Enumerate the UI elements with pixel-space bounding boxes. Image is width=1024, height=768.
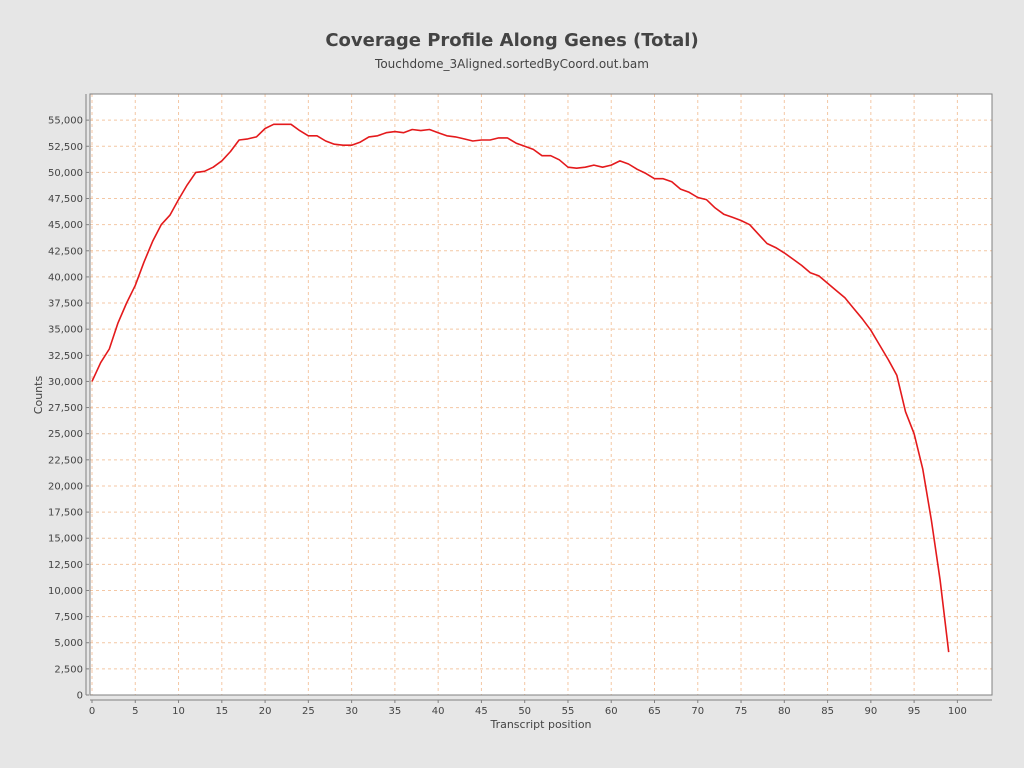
chart-title: Coverage Profile Along Genes (Total) [325,30,699,51]
x-tick-label: 40 [432,706,445,717]
x-tick-label: 60 [605,706,618,717]
grid-lines [90,94,992,695]
x-tick-label: 50 [518,706,531,717]
series-line [91,123,950,653]
x-tick-label: 100 [948,706,967,717]
y-tick-label: 17,500 [48,508,83,519]
x-tick-label: 10 [172,706,185,717]
x-axis-label: Transcript position [489,718,591,731]
plot-area [90,94,992,695]
x-tick-label: 90 [864,706,877,717]
y-tick-label: 27,500 [48,403,83,414]
y-tick-label: 37,500 [48,299,83,310]
x-tick-label: 75 [735,706,748,717]
plot-border [89,93,993,696]
y-axis-label: Counts [32,376,45,415]
x-tick-label: 30 [345,706,358,717]
y-tick-label: 42,500 [48,246,83,257]
y-tick-label: 35,000 [48,325,83,336]
y-tick-label: 12,500 [48,560,83,571]
x-tick-label: 70 [691,706,704,717]
y-tick-label: 10,000 [48,586,83,597]
x-tick-label: 35 [389,706,402,717]
y-tick-label: 45,000 [48,220,83,231]
x-tick-label: 55 [562,706,575,717]
y-tick-label: 7,500 [54,612,83,623]
data-layer [91,123,950,653]
y-tick-label: 47,500 [48,194,83,205]
y-tick-label: 32,500 [48,351,83,362]
y-tick-label: 52,500 [48,142,83,153]
x-tick-label: 45 [475,706,488,717]
x-tick-label: 95 [908,706,921,717]
y-tick-label: 2,500 [54,664,83,675]
axes [85,94,992,703]
x-tick-label: 80 [778,706,791,717]
chart-subtitle: Touchdome_3Aligned.sortedByCoord.out.bam [375,57,649,71]
y-tick-label: 5,000 [54,638,83,649]
x-tick-label: 25 [302,706,315,717]
tick-labels: 0 5 10 15 20 25 30 35 40 45 50 55 60 65 70 75 80 85 90 95 10… [48,116,967,717]
y-tick-label: 30,000 [48,377,83,388]
y-tick-label: 15,000 [48,534,83,545]
x-tick-label: 5 [132,706,138,717]
y-tick-label: 40,000 [48,272,83,283]
x-tick-label: 20 [259,706,272,717]
y-tick-label: 22,500 [48,455,83,466]
x-tick-label: 65 [648,706,661,717]
y-tick-label: 50,000 [48,168,83,179]
x-tick-label: 15 [215,706,228,717]
y-tick-label: 55,000 [48,116,83,127]
y-tick-label: 0 [77,691,83,702]
y-tick-label: 20,000 [48,481,83,492]
x-tick-label: 85 [821,706,834,717]
y-tick-label: 25,000 [48,429,83,440]
x-tick-label: 0 [89,706,95,717]
